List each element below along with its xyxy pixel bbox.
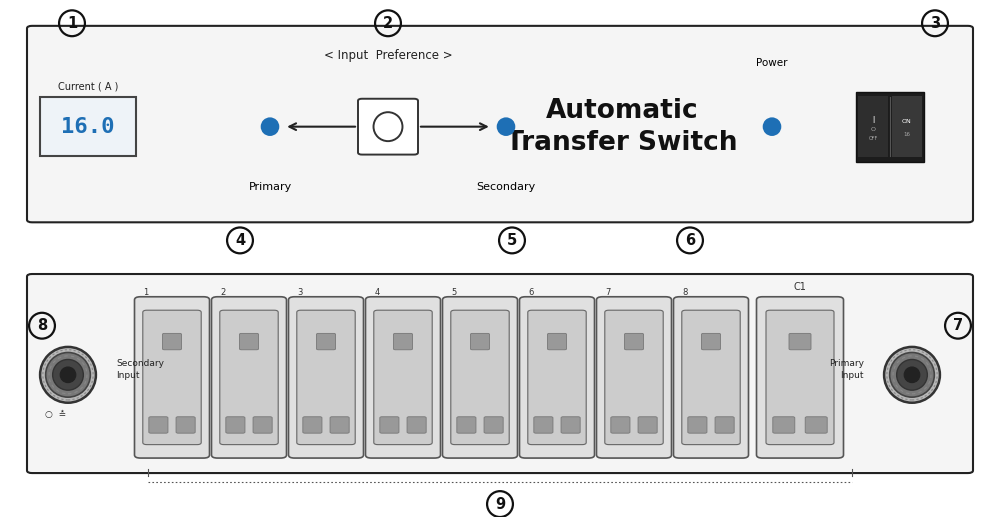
FancyBboxPatch shape [176,417,195,433]
Text: < Input  Preference >: < Input Preference > [324,49,452,63]
Text: 8: 8 [682,288,688,297]
FancyBboxPatch shape [226,417,245,433]
FancyBboxPatch shape [605,310,663,445]
FancyBboxPatch shape [773,417,795,433]
Ellipse shape [497,117,515,136]
Text: 7: 7 [606,288,611,297]
Text: ON: ON [902,119,912,124]
FancyBboxPatch shape [316,333,336,350]
Ellipse shape [884,347,940,403]
Text: Automatic
Transfer Switch: Automatic Transfer Switch [506,98,738,156]
Text: Power: Power [756,58,788,68]
Text: 6: 6 [685,233,695,248]
FancyBboxPatch shape [484,417,503,433]
Text: O: O [870,127,876,132]
Text: I: I [872,116,874,125]
FancyBboxPatch shape [442,297,518,458]
FancyBboxPatch shape [303,417,322,433]
Ellipse shape [53,359,83,390]
FancyBboxPatch shape [253,417,272,433]
Text: 2: 2 [220,288,226,297]
FancyBboxPatch shape [701,333,721,350]
FancyBboxPatch shape [297,310,355,445]
FancyBboxPatch shape [27,274,973,473]
FancyBboxPatch shape [766,310,834,445]
FancyBboxPatch shape [638,417,657,433]
FancyBboxPatch shape [374,310,432,445]
FancyBboxPatch shape [393,333,413,350]
FancyBboxPatch shape [547,333,567,350]
Text: 5: 5 [452,288,457,297]
Ellipse shape [763,117,781,136]
Text: 1: 1 [144,288,149,297]
Text: 9: 9 [495,496,505,512]
FancyBboxPatch shape [407,417,426,433]
Text: Secondary: Secondary [476,182,536,192]
FancyBboxPatch shape [143,310,201,445]
FancyBboxPatch shape [561,417,580,433]
Ellipse shape [904,367,920,383]
Text: 3: 3 [930,16,940,31]
FancyBboxPatch shape [457,417,476,433]
FancyBboxPatch shape [239,333,259,350]
FancyBboxPatch shape [212,297,287,458]
FancyBboxPatch shape [757,297,844,458]
FancyBboxPatch shape [674,297,748,458]
Text: 3: 3 [298,288,303,297]
Bar [40,97,136,156]
FancyBboxPatch shape [27,26,973,222]
Text: Secondary
Input: Secondary Input [116,359,164,380]
Ellipse shape [60,367,76,383]
FancyBboxPatch shape [366,297,441,458]
Text: 8: 8 [37,318,47,333]
Text: ○  ≛: ○ ≛ [45,409,66,419]
Ellipse shape [890,353,934,397]
Text: 6: 6 [529,288,534,297]
FancyBboxPatch shape [596,297,672,458]
Text: C1: C1 [794,282,806,292]
FancyBboxPatch shape [380,417,399,433]
Ellipse shape [261,117,279,136]
Text: 4: 4 [375,288,380,297]
FancyBboxPatch shape [715,417,734,433]
FancyBboxPatch shape [688,417,707,433]
Text: OFF: OFF [868,135,878,141]
FancyBboxPatch shape [520,297,594,458]
FancyBboxPatch shape [682,310,740,445]
FancyBboxPatch shape [534,417,553,433]
Text: 16: 16 [904,132,910,137]
Bar [858,96,888,157]
Text: Current ( A ): Current ( A ) [58,82,118,92]
FancyBboxPatch shape [330,417,349,433]
FancyBboxPatch shape [134,297,209,458]
FancyBboxPatch shape [470,333,490,350]
Text: 1: 1 [67,16,77,31]
Text: Primary: Primary [248,182,292,192]
Text: 4: 4 [235,233,245,248]
Text: 2: 2 [383,16,393,31]
FancyBboxPatch shape [451,310,509,445]
FancyBboxPatch shape [358,99,418,155]
FancyBboxPatch shape [149,417,168,433]
Text: Primary
Input: Primary Input [829,359,864,380]
FancyBboxPatch shape [624,333,644,350]
FancyBboxPatch shape [611,417,630,433]
FancyBboxPatch shape [805,417,827,433]
Ellipse shape [46,353,90,397]
Bar [856,92,924,161]
Ellipse shape [897,359,927,390]
FancyBboxPatch shape [220,310,278,445]
Ellipse shape [40,347,96,403]
FancyBboxPatch shape [162,333,182,350]
FancyBboxPatch shape [288,297,364,458]
Text: 7: 7 [953,318,963,333]
Text: 16.0: 16.0 [61,117,115,136]
FancyBboxPatch shape [528,310,586,445]
Bar [892,96,922,157]
Text: 5: 5 [507,233,517,248]
FancyBboxPatch shape [789,333,811,350]
